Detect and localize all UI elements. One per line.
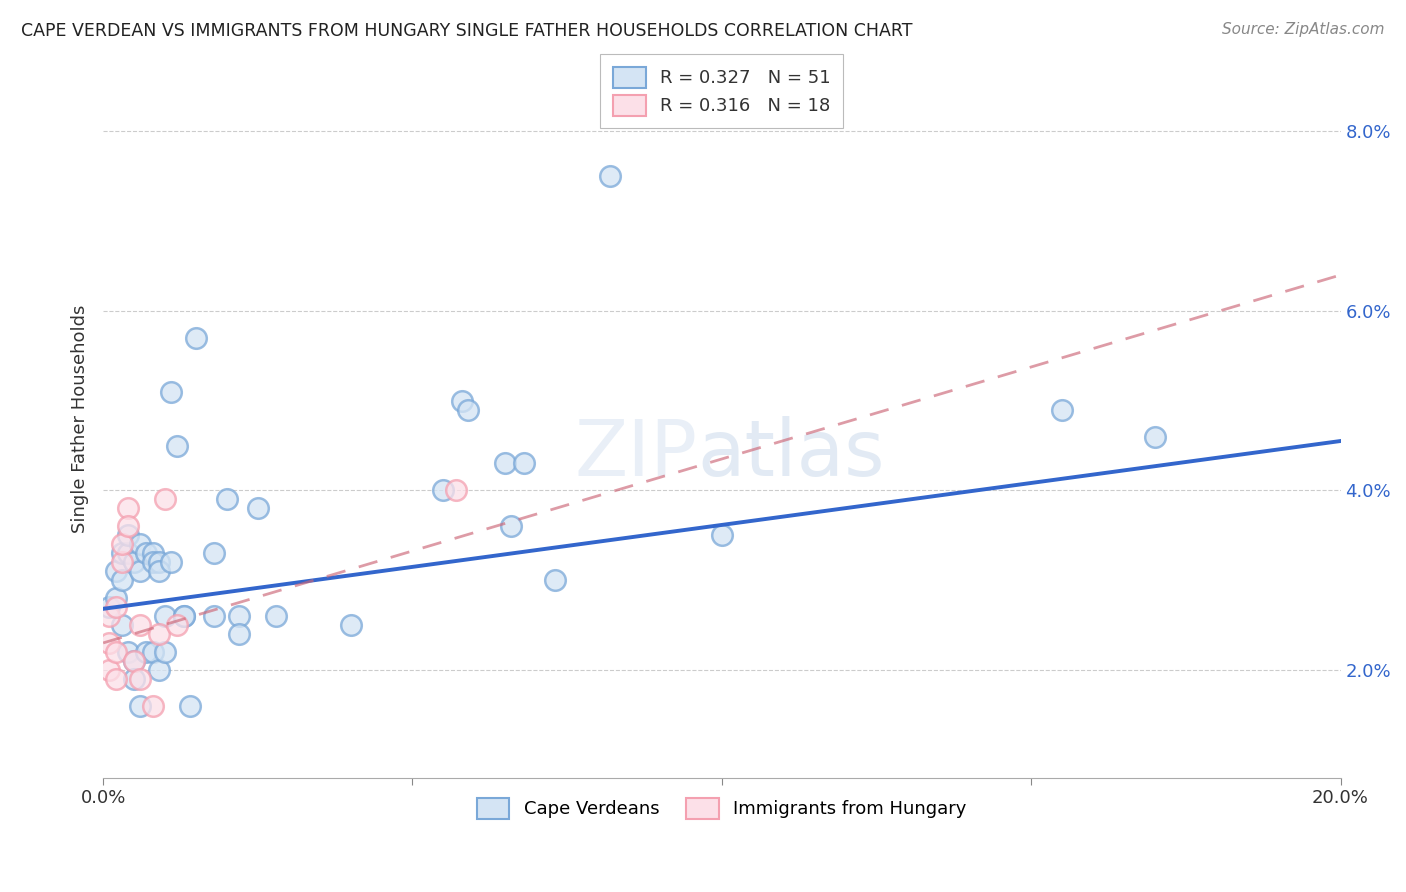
Point [117,546,139,560]
Point [98,600,121,615]
Point [135,546,157,560]
Point [111,546,134,560]
Point [148,663,170,677]
Text: ZIP: ZIP [574,417,697,492]
Point [104,564,127,578]
Point [451,393,474,408]
Point [98,636,121,650]
Point [142,698,165,713]
Point [98,609,121,624]
Point [166,618,188,632]
Point [117,519,139,533]
Point [129,698,152,713]
Point [246,501,269,516]
Point [122,672,145,686]
Point [117,501,139,516]
Point [129,618,152,632]
Point [1143,429,1166,443]
Point [148,555,170,569]
Point [153,645,176,659]
Point [117,645,139,659]
Point [111,573,134,587]
Point [148,564,170,578]
Point [117,528,139,542]
Point [457,402,479,417]
Point [501,519,523,533]
Point [160,384,183,399]
Point [599,169,621,184]
Point [204,609,226,624]
Text: CAPE VERDEAN VS IMMIGRANTS FROM HUNGARY SINGLE FATHER HOUSEHOLDS CORRELATION CHA: CAPE VERDEAN VS IMMIGRANTS FROM HUNGARY … [21,22,912,40]
Point [173,609,195,624]
Point [444,483,467,498]
Point [142,546,165,560]
Point [204,546,226,560]
Point [122,654,145,668]
Point [104,645,127,659]
Point [148,627,170,641]
Point [228,627,250,641]
Point [98,663,121,677]
Point [494,457,516,471]
Text: atlas: atlas [697,417,884,492]
Point [215,492,238,507]
Point [228,609,250,624]
Point [544,573,567,587]
Point [111,537,134,551]
Point [104,672,127,686]
Point [104,600,127,615]
Point [339,618,361,632]
Legend: Cape Verdeans, Immigrants from Hungary: Cape Verdeans, Immigrants from Hungary [470,790,974,826]
Point [129,537,152,551]
Point [153,492,176,507]
Point [122,555,145,569]
Point [513,457,536,471]
Text: Source: ZipAtlas.com: Source: ZipAtlas.com [1222,22,1385,37]
Y-axis label: Single Father Households: Single Father Households [72,304,89,533]
Point [111,618,134,632]
Point [129,672,152,686]
Point [135,645,157,659]
Point [166,438,188,452]
Point [432,483,454,498]
Point [153,609,176,624]
Point [104,591,127,605]
Point [266,609,288,624]
Point [160,555,183,569]
Point [129,564,152,578]
Point [122,654,145,668]
Point [1050,402,1073,417]
Point [710,528,733,542]
Point [142,645,165,659]
Point [184,331,207,345]
Point [111,555,134,569]
Point [173,609,195,624]
Point [179,698,201,713]
Point [142,555,165,569]
